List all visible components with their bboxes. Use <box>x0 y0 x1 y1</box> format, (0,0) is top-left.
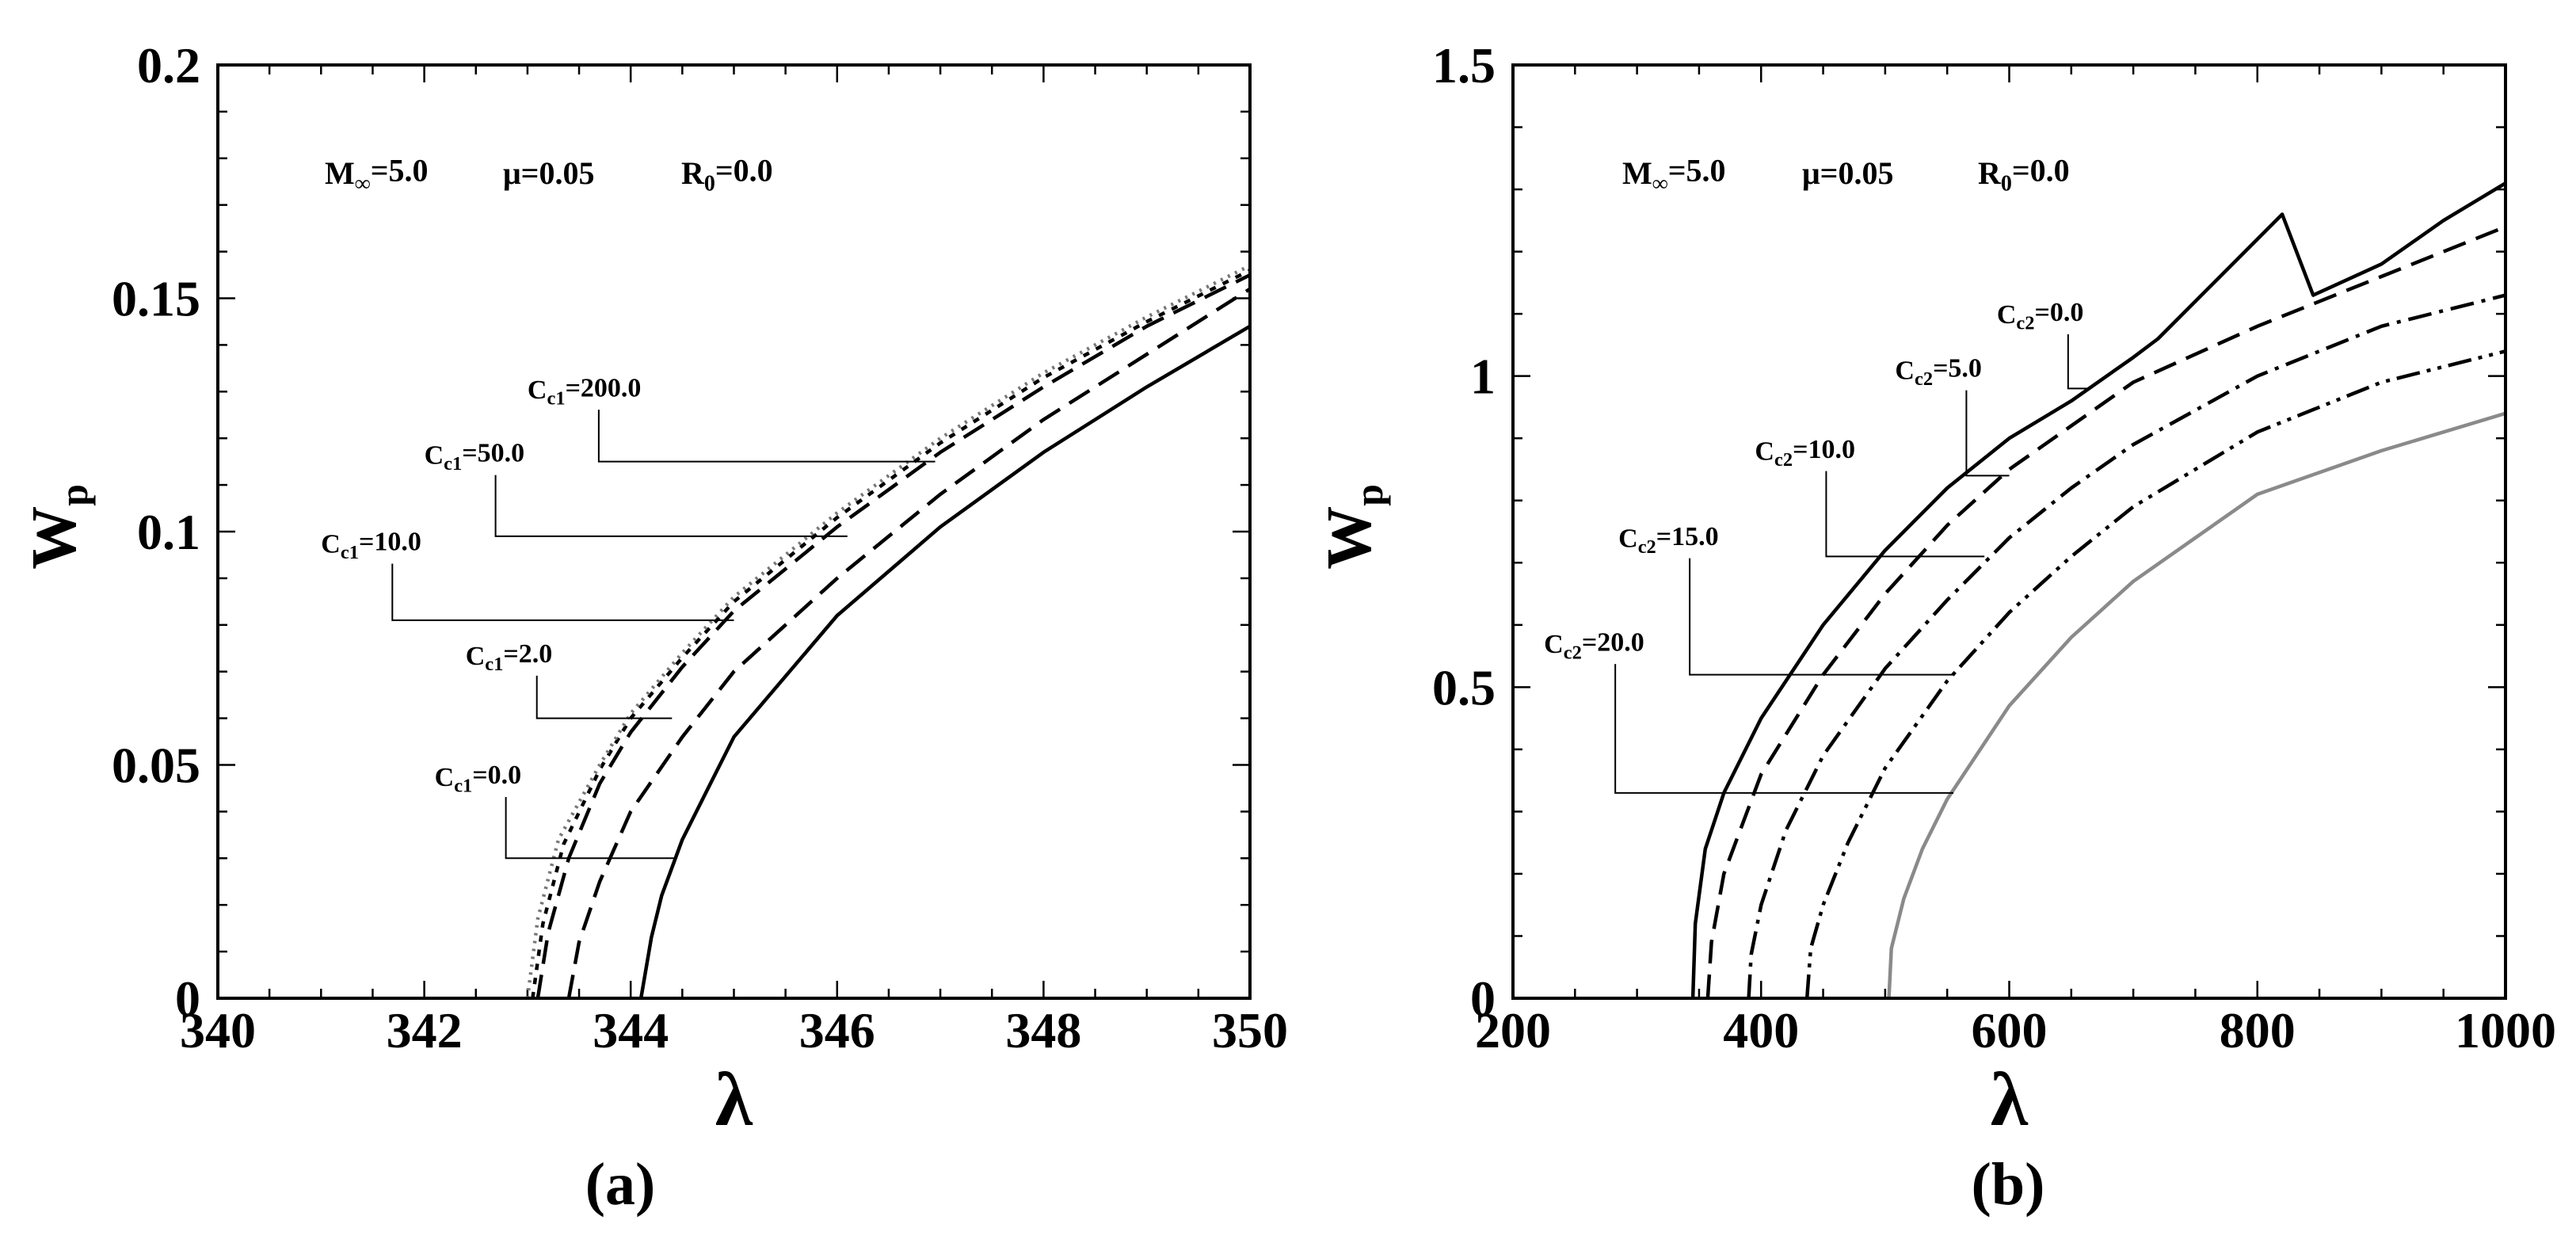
y-axis-title: Wp <box>1315 484 1391 570</box>
series-label-leader <box>1825 471 1985 558</box>
x-tick-label: 200 <box>1475 1002 1551 1058</box>
parameter-annotation: R0=0.0 <box>1978 152 2070 196</box>
y-tick-label: 1.5 <box>1432 37 1496 93</box>
series-label: Cc1=200.0 <box>528 373 642 409</box>
x-tick-label: 1000 <box>2455 1002 2556 1058</box>
y-tick-label: 0.05 <box>112 738 200 794</box>
series-label: Cc2=20.0 <box>1544 627 1644 663</box>
series-line-4 <box>1804 349 2506 998</box>
series-line-1 <box>638 324 1250 998</box>
series-label-leader <box>597 410 936 463</box>
series-label: Cc1=2.0 <box>466 639 553 675</box>
parameter-annotation: μ=0.05 <box>1802 155 1893 191</box>
series-line-2 <box>1705 225 2506 998</box>
series-label-leader <box>494 475 848 537</box>
x-tick-label: 346 <box>799 1002 875 1058</box>
series-line-1 <box>1690 181 2506 998</box>
series-label: Cc2=0.0 <box>1997 298 2084 334</box>
series-label: Cc1=50.0 <box>425 439 525 475</box>
series-group <box>525 264 1250 998</box>
plot-frame <box>216 63 1252 1000</box>
parameter-annotation: μ=0.05 <box>503 155 594 191</box>
series-label: Cc2=15.0 <box>1618 522 1719 558</box>
series-label: Cc2=10.0 <box>1755 435 1855 471</box>
series-line-5 <box>1887 411 2506 998</box>
series-label-leader <box>505 797 677 860</box>
parameter-annotation: R0=0.0 <box>681 152 773 196</box>
parameter-annotation: M∞=5.0 <box>1622 152 1726 196</box>
series-label-leader <box>1965 390 2010 477</box>
parameter-annotation: M∞=5.0 <box>325 152 429 196</box>
series-label-leader <box>391 563 734 621</box>
x-tick-label: 348 <box>1005 1002 1081 1058</box>
series-label-leader <box>2067 334 2090 390</box>
series-line-3 <box>535 273 1250 998</box>
plot-frame <box>1511 63 2507 1000</box>
x-tick-label: 800 <box>2220 1002 2296 1058</box>
series-line-5 <box>525 264 1250 998</box>
series-label: Cc1=10.0 <box>321 528 421 563</box>
x-tick-label: 342 <box>387 1002 463 1058</box>
y-tick-label: 0.15 <box>112 271 200 327</box>
x-tick-label: 344 <box>593 1002 669 1058</box>
series-label-leader <box>1689 558 1954 676</box>
x-axis-title: λ <box>1991 1057 2029 1142</box>
series-group <box>1690 181 2506 998</box>
chart-panel-b: 200 400 600 800 1000 0 0.5 1 1.5 Cc2=0.0 Cc2=5.0 Cc… <box>1315 37 2556 1218</box>
y-tick-label: 1 <box>1470 349 1496 405</box>
chart-panel-a: 340 342 344 346 348 350 0 0.05 0.1 0.15 0.2 Cc1=0.0… <box>20 37 1288 1218</box>
y-axis-title: Wp <box>20 484 96 570</box>
y-tick-label: 0.1 <box>137 504 200 560</box>
series-label-leader <box>535 675 673 719</box>
series-label: Cc2=5.0 <box>1895 354 1982 390</box>
series-line-2 <box>566 287 1250 998</box>
panel-label: (a) <box>585 1151 656 1218</box>
series-line-3 <box>1747 293 2506 998</box>
y-tick-label: 0.2 <box>137 37 200 93</box>
x-tick-label: 400 <box>1723 1002 1799 1058</box>
y-tick-label: 0 <box>175 971 200 1027</box>
series-label-leader <box>1614 664 1954 794</box>
y-tick-label: 0.5 <box>1432 659 1496 715</box>
x-tick-label: 340 <box>180 1002 256 1058</box>
y-tick-label: 0 <box>1470 971 1496 1027</box>
x-axis-title: λ <box>715 1057 753 1142</box>
x-tick-label: 350 <box>1212 1002 1288 1058</box>
series-label: Cc1=0.0 <box>435 761 522 796</box>
panel-label: (b) <box>1972 1151 2045 1218</box>
x-tick-label: 600 <box>1972 1002 2048 1058</box>
